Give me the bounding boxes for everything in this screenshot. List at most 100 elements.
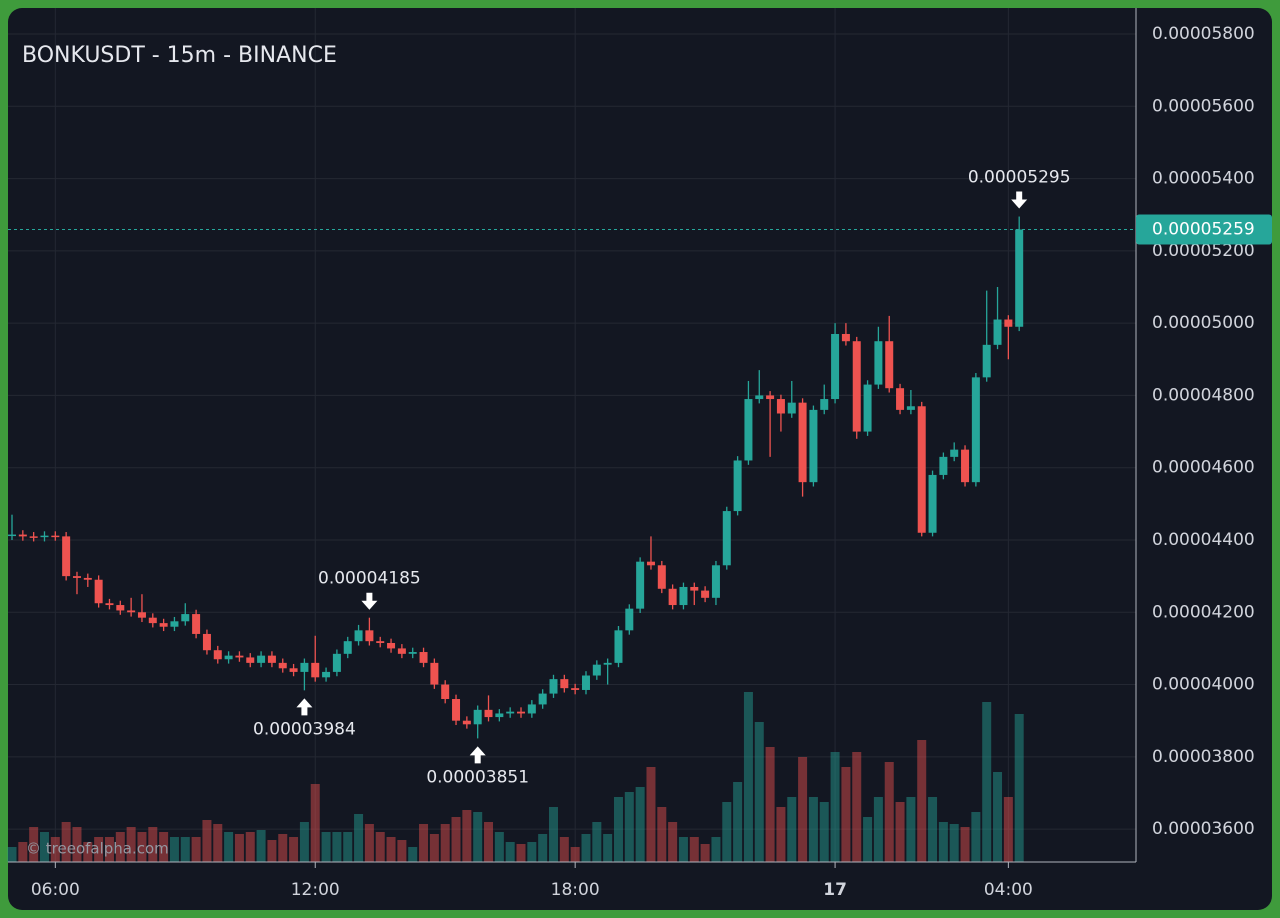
- volume-bar: [754, 722, 764, 862]
- candle-body: [83, 577, 92, 580]
- candle-body: [354, 630, 363, 642]
- candle-body: [517, 711, 526, 714]
- volume-bar: [516, 844, 526, 862]
- candle-body: [711, 565, 720, 598]
- candle-body: [365, 630, 374, 642]
- candle-body: [917, 406, 926, 533]
- volume-bar: [700, 844, 710, 862]
- candle-body: [397, 648, 406, 654]
- chart-title: BONKUSDT - 15m - BINANCE: [22, 43, 337, 68]
- y-tick-label: 0.00005600: [1152, 96, 1255, 116]
- x-tick-label: 06:00: [31, 880, 80, 900]
- volume-bar: [678, 837, 688, 862]
- volume-bar: [299, 822, 309, 862]
- candle-body: [841, 333, 850, 342]
- volume-bar: [29, 827, 39, 862]
- y-tick-label: 0.00003600: [1152, 819, 1255, 839]
- annotation-label: 0.00003851: [426, 767, 529, 787]
- candle-body: [51, 535, 60, 538]
- volume-bar: [581, 834, 591, 862]
- volume-bar: [884, 762, 894, 862]
- volume-bar: [364, 824, 374, 862]
- volume-bar: [419, 824, 429, 862]
- y-tick-label: 0.00005200: [1152, 241, 1255, 261]
- volume-bar: [289, 837, 299, 862]
- volume-bar: [267, 840, 277, 862]
- candle-body: [278, 662, 287, 669]
- volume-bar: [180, 837, 190, 862]
- candle-layer: [8, 216, 1024, 739]
- candle-body: [679, 586, 688, 606]
- volume-bar: [169, 837, 179, 862]
- candle-body: [690, 586, 699, 591]
- candle-body: [614, 630, 623, 663]
- candle-body: [896, 388, 905, 410]
- candle-body: [982, 344, 991, 378]
- volume-bar: [321, 832, 331, 862]
- arrow-down: [1011, 191, 1028, 209]
- volume-bar: [1014, 714, 1024, 862]
- y-tick-label: 0.00004200: [1152, 602, 1255, 622]
- x-tick-label: 12:00: [291, 880, 340, 900]
- watermark: © treeofalpha.com: [26, 840, 169, 858]
- volume-bar: [50, 837, 60, 862]
- candle-body: [181, 614, 190, 622]
- grid: [8, 8, 1136, 862]
- volume-bar: [657, 807, 667, 862]
- volume-bar: [484, 822, 494, 862]
- candle-body: [646, 561, 655, 566]
- candle-body: [571, 688, 580, 690]
- volume-bar: [83, 842, 93, 862]
- candle-body: [387, 642, 396, 649]
- candle-body: [462, 720, 471, 725]
- y-tick-label: 0.00004600: [1152, 458, 1255, 478]
- volume-bar: [7, 847, 17, 862]
- volume-bar: [408, 847, 418, 862]
- volume-bar: [224, 832, 234, 862]
- volume-bar: [256, 830, 266, 862]
- candle-body: [863, 384, 872, 432]
- last-price-box: [1136, 214, 1272, 245]
- volume-bar: [354, 814, 364, 862]
- annotations: 0.00003984 0.00004185 0.00003851 0.00005295…: [8, 168, 1272, 787]
- candle-body: [267, 655, 276, 663]
- candle-body: [657, 565, 666, 589]
- candle-body: [473, 709, 482, 725]
- candle-body: [592, 664, 601, 676]
- volume-bar: [159, 832, 169, 862]
- candle-body: [452, 699, 461, 721]
- y-tick-label: 0.00003800: [1152, 747, 1255, 767]
- volume-bar: [559, 837, 569, 862]
- candle-body: [906, 406, 915, 410]
- volume-bar: [960, 827, 970, 862]
- volume-bar: [527, 842, 537, 862]
- volume-bar: [397, 840, 407, 862]
- candle-body: [376, 641, 385, 643]
- candle-body: [40, 535, 49, 538]
- volume-bar: [830, 752, 840, 862]
- candle-body: [852, 341, 861, 432]
- volume-layer: [7, 692, 1024, 862]
- volume-bar: [852, 752, 862, 862]
- y-tick-label: 0.00005400: [1152, 169, 1255, 189]
- volume-bar: [689, 837, 699, 862]
- y-tick-label: 0.00004400: [1152, 530, 1255, 550]
- candle-body: [8, 534, 16, 537]
- volume-bar: [993, 772, 1003, 862]
- candle-body: [72, 576, 81, 578]
- candle-body: [159, 623, 168, 627]
- candle-body: [495, 713, 504, 718]
- arrow-up: [296, 698, 313, 716]
- volume-bar: [332, 832, 342, 862]
- candle-body: [625, 608, 634, 631]
- annotation-label: 0.00004185: [318, 569, 421, 589]
- volume-bar: [386, 837, 396, 862]
- volume-bar: [343, 832, 353, 862]
- volume-bar: [668, 822, 678, 862]
- volume-bar: [429, 834, 439, 862]
- candle-body: [527, 704, 536, 714]
- candle-body: [148, 617, 157, 624]
- candle-body: [939, 456, 948, 475]
- volume-bar: [928, 797, 938, 862]
- candle-body: [170, 621, 179, 627]
